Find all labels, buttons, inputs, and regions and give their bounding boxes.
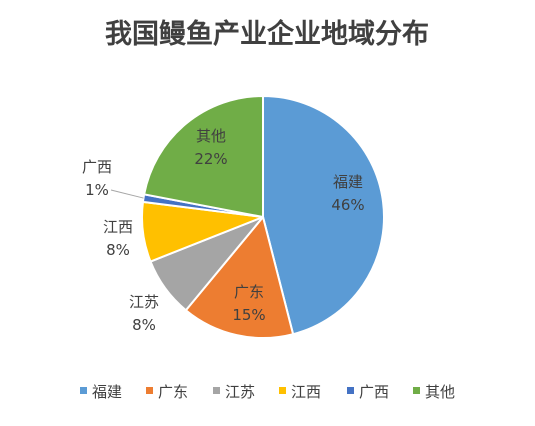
legend-label: 广东 <box>158 383 188 401</box>
slice-label-value: 8% <box>132 316 156 334</box>
slice-label-category: 广西 <box>82 158 112 176</box>
slice-6 <box>142 94 264 219</box>
leader-lines <box>110 189 144 199</box>
slice-labels: 福建 46% 广东 15% 江苏 8% 江西 8% 广西 1% 其他 22% <box>82 127 365 334</box>
slice-label-category: 江苏 <box>129 293 159 311</box>
legend-label: 江西 <box>291 383 321 401</box>
slice-label-value: 46% <box>331 196 364 214</box>
legend-swatch <box>347 387 354 394</box>
leader-line <box>110 189 144 199</box>
slice-2 <box>184 214 295 339</box>
slice-1 <box>262 94 385 336</box>
legend-label: 福建 <box>92 383 122 401</box>
legend-swatch <box>413 387 420 394</box>
legend-swatch <box>213 387 220 394</box>
slice-label-category: 福建 <box>333 173 363 191</box>
legend: 福建 广东 江苏 江西 广西 其他 <box>80 383 455 401</box>
slice-label-value: 8% <box>106 241 130 259</box>
slice-label-category: 江西 <box>103 218 133 236</box>
legend-swatch <box>279 387 286 394</box>
legend-swatch <box>80 387 87 394</box>
slice-label-value: 1% <box>85 181 109 199</box>
legend-label: 广西 <box>359 383 389 401</box>
legend-swatch <box>146 387 153 394</box>
slice-label-value: 22% <box>194 150 227 168</box>
slice-label-value: 15% <box>232 306 265 324</box>
slice-label-category: 其他 <box>196 127 226 145</box>
pie-slices <box>141 94 385 339</box>
slice-label-category: 广东 <box>234 283 264 301</box>
legend-label: 其他 <box>425 383 455 401</box>
legend-label: 江苏 <box>225 383 255 401</box>
chart-title: 我国鳗鱼产业企业地域分布 <box>105 18 429 50</box>
